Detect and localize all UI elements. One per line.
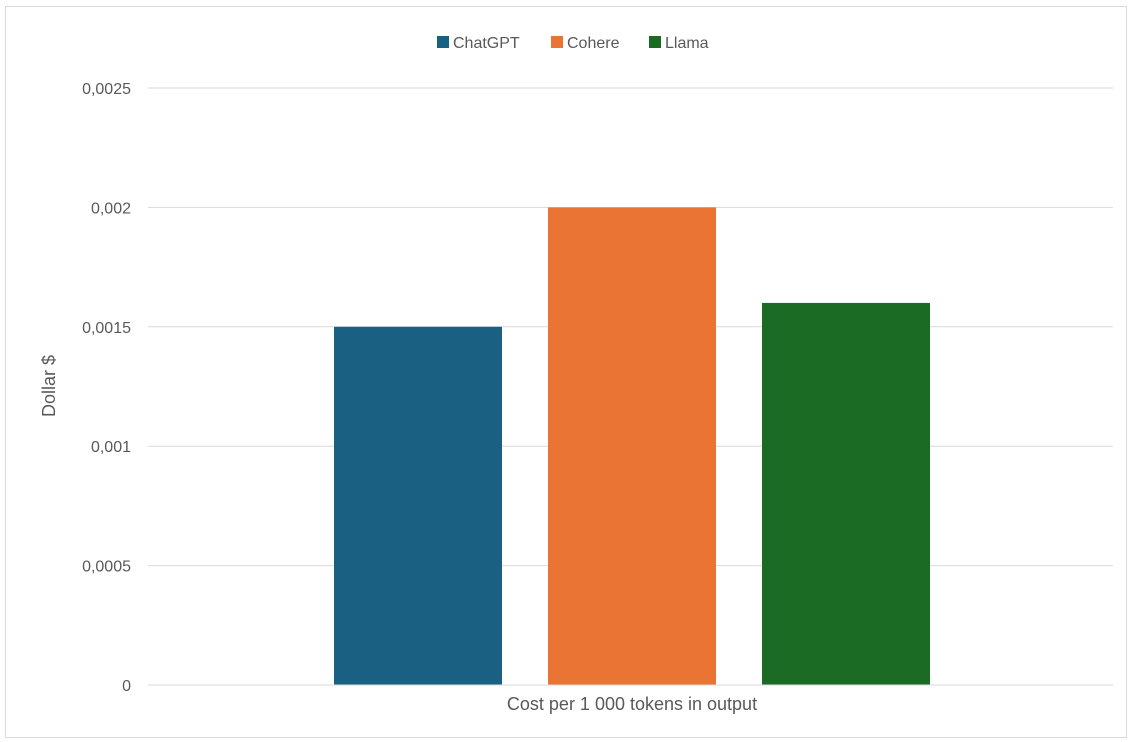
bars — [334, 207, 930, 685]
legend-label-llama: Llama — [665, 35, 709, 52]
legend-label-cohere: Cohere — [567, 35, 620, 52]
bar-chatgpt — [334, 326, 502, 685]
legend: ChatGPT Cohere Llama — [437, 35, 709, 52]
legend-label-chatgpt: ChatGPT — [453, 35, 520, 52]
y-tick-label: 0,002 — [91, 200, 131, 217]
bar-cohere — [548, 207, 716, 685]
x-category-label: Cost per 1 000 tokens in output — [507, 694, 757, 714]
y-axis-title: Dollar $ — [39, 355, 59, 417]
y-tick-label: 0,0005 — [82, 559, 131, 576]
y-tick-label: 0,0025 — [82, 81, 131, 98]
legend-swatch-cohere — [551, 36, 563, 48]
legend-swatch-llama — [649, 36, 661, 48]
bar-llama — [762, 302, 930, 685]
y-tick-label: 0 — [122, 678, 131, 695]
y-axis-tick-labels: 0 0,0005 0,001 0,0015 0,002 0,0025 — [82, 81, 131, 695]
legend-swatch-chatgpt — [437, 36, 449, 48]
y-tick-label: 0,0015 — [82, 320, 131, 337]
y-tick-label: 0,001 — [91, 439, 131, 456]
